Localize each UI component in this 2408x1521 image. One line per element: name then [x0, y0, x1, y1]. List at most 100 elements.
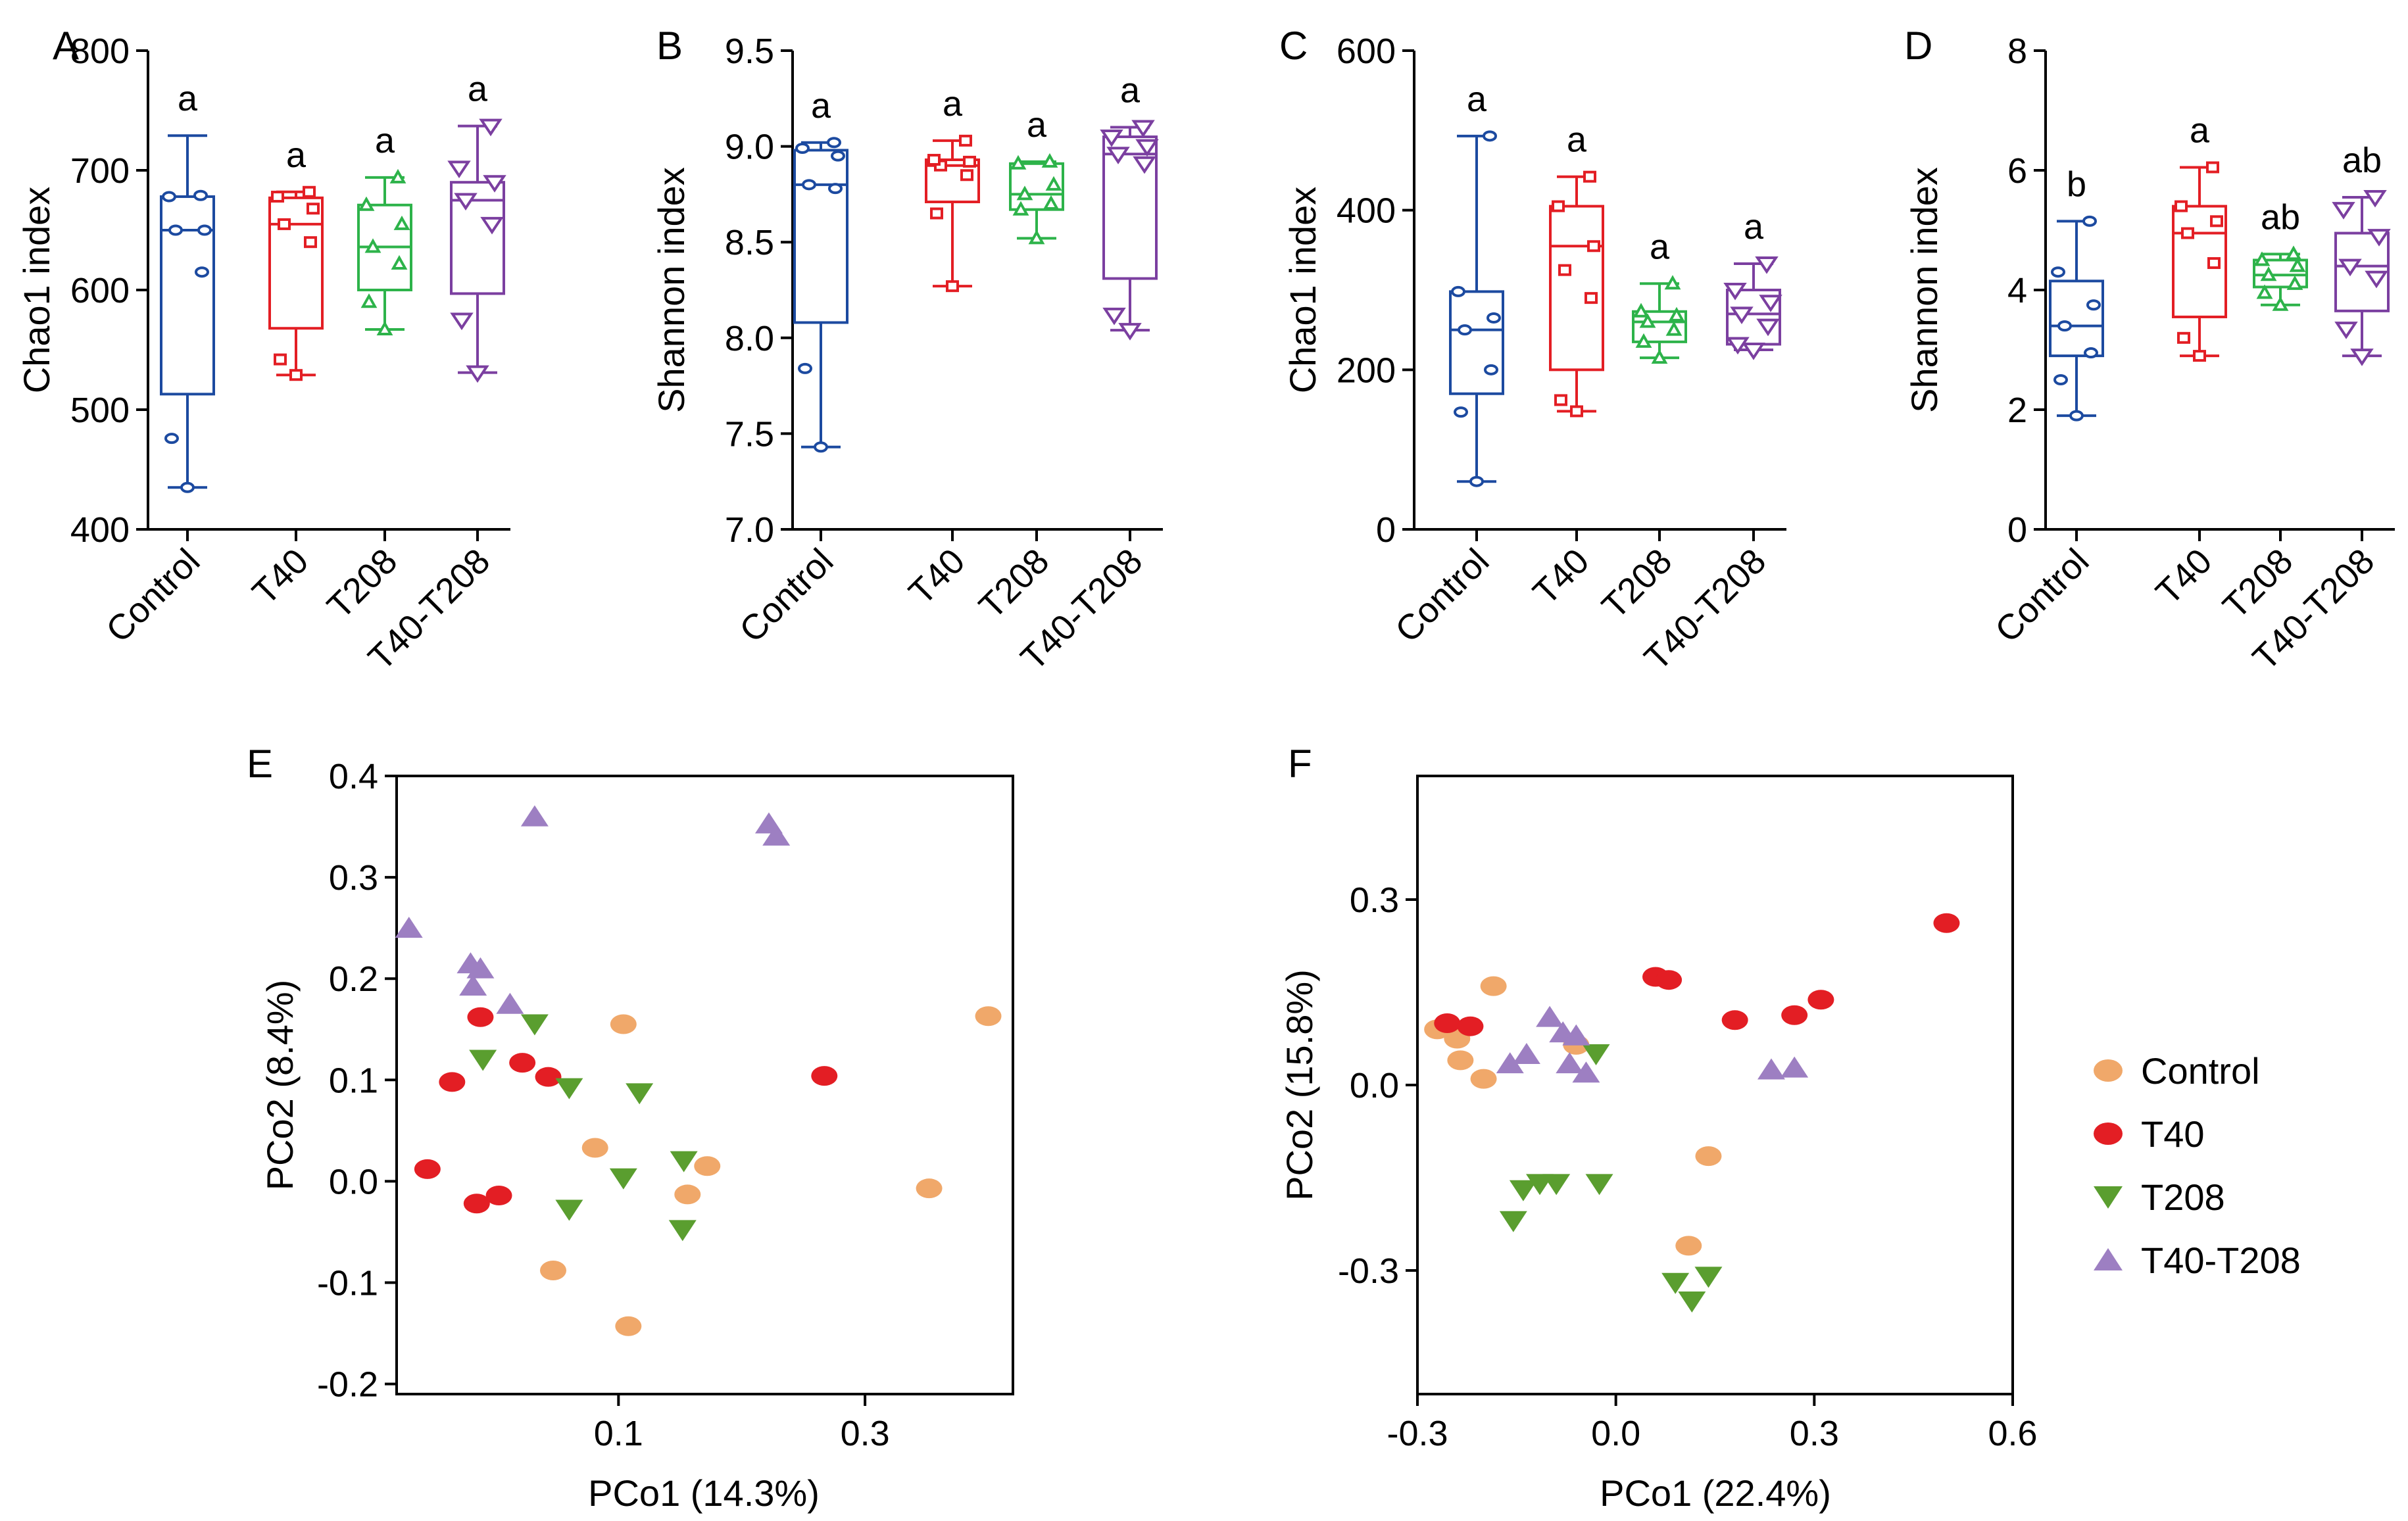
panel-e-t40-t208-point: [466, 957, 495, 978]
panel-a-t40-t208-point: [454, 193, 478, 211]
panel-c-t40-point: [1570, 405, 1583, 418]
panel-c-t40-point: [1587, 240, 1600, 253]
panel-b-t40-box: [925, 158, 980, 204]
panel-f-control-point: [1480, 976, 1507, 996]
panel-e-t40-point: [414, 1159, 441, 1179]
panel-c-t208-significance: a: [1650, 227, 1670, 266]
panel-b-t40-t208-point: [1133, 156, 1156, 174]
panel-c-y-axis-title: Chao1 index: [1282, 187, 1323, 393]
panel-b-t40-point: [946, 280, 959, 293]
panel-b-control-box: [793, 149, 848, 324]
panel-c-t208-point: [1664, 275, 1681, 290]
panel-c-y-tick-label: 400: [1337, 191, 1396, 231]
legend-t40-t208-marker: [2094, 1248, 2123, 1270]
panel-d-t40-point: [2207, 257, 2221, 270]
panel-a-control-point: [197, 224, 212, 236]
panel-b-t40-point: [959, 134, 972, 147]
panel-c-y-tick-label: 200: [1337, 350, 1396, 390]
panel-b-t208-point: [1028, 229, 1045, 245]
panel-b-control-significance: a: [811, 86, 831, 126]
panel-a-t40-t208-box: [450, 181, 505, 295]
panel-c-t40-point: [1554, 394, 1567, 406]
panel-e-t40-t208-point: [496, 992, 524, 1014]
panel-f-t208-point: [1585, 1174, 1613, 1195]
panel-b-x-tick-label: Control: [732, 541, 841, 650]
panel-c-control-point: [1454, 406, 1468, 418]
panel-e-plot-frame: [395, 775, 1014, 1395]
panel-f-control-point: [1447, 1050, 1474, 1071]
panel-a-t40-t208-significance: a: [468, 70, 488, 109]
panel-a-control-point: [164, 433, 179, 445]
panel-b-t40-t208-point: [1102, 307, 1126, 326]
panel-f-t40-point: [1656, 970, 1683, 990]
panel-d-control-point: [2086, 299, 2101, 311]
panel-c-x-tick-label: T208: [1594, 541, 1679, 626]
panel-c-t40-t208-point: [1723, 283, 1747, 301]
panel-d-t208-point: [2289, 257, 2306, 272]
panel-b-t40-t208-point: [1118, 323, 1142, 341]
panel-e-t40-t208-point: [520, 805, 549, 827]
panel-f-letter: F: [1288, 742, 1312, 786]
panel-c-t40-t208-point: [1756, 318, 1780, 337]
panel-c-t40-box: [1549, 205, 1604, 372]
panel-e-x-tick-label: 0.1: [594, 1414, 643, 1453]
panel-f-x-tick-label: 0.6: [1988, 1414, 2037, 1453]
panel-c-control-significance: a: [1467, 80, 1487, 119]
panel-b-control-point: [828, 183, 843, 195]
panel-e-t40-point: [463, 1194, 490, 1214]
panel-d-control-point: [2053, 374, 2068, 385]
panel-e-y-tick-label: -0.2: [317, 1365, 378, 1405]
panel-c-control-point: [1451, 285, 1465, 297]
panel-b-t40-t208-point: [1135, 139, 1159, 157]
panel-e-control-point: [581, 1138, 608, 1158]
panel-b-control-point: [827, 137, 841, 149]
panel-b-y-tick-label: 7.0: [725, 510, 774, 550]
panel-d-control-box: [2049, 279, 2104, 358]
panel-e-t208-point: [609, 1168, 637, 1190]
panel-e-x-axis-title: PCo1 (14.3%): [588, 1472, 820, 1514]
panel-a-t40-point: [289, 369, 303, 381]
panel-d-control-point: [2051, 266, 2065, 278]
panel-b-t208-significance: a: [1027, 105, 1047, 145]
panel-f-t208-point: [1542, 1174, 1571, 1195]
panel-b-control-point: [798, 362, 812, 374]
panel-e-control-point: [539, 1261, 566, 1280]
panel-a-t40-t208-point: [447, 160, 471, 178]
panel-a-t40-point: [307, 203, 320, 215]
panel-e-t208-point: [520, 1014, 549, 1036]
panel-c-y-tick-label: 600: [1337, 32, 1396, 71]
panel-f-y-axis-title: PCo2 (15.8%): [1279, 969, 1320, 1201]
panel-c-t40-point: [1585, 292, 1598, 304]
legend-t40-t208-label: T40-T208: [2141, 1240, 2301, 1281]
panel-c-y-tick-label: 0: [1376, 510, 1396, 550]
panel-b-y-tick-label: 8.5: [725, 223, 774, 262]
panel-a-control-point: [162, 191, 176, 203]
panel-a-t40-t208-point: [483, 175, 506, 193]
panel-b-letter: B: [656, 24, 683, 68]
panel-b-y-tick-label: 9.5: [725, 32, 774, 71]
panel-a-letter: A: [53, 24, 79, 68]
panel-e-t40-point: [467, 1007, 494, 1027]
panel-d-t208-point: [2260, 266, 2277, 281]
panel-b-t208-point: [1041, 153, 1058, 168]
panel-a-t208-point: [358, 196, 375, 211]
panel-e-t208-point: [555, 1199, 583, 1221]
panel-f-t40-t208-point: [1757, 1058, 1785, 1080]
panel-d-t40-t208-point: [2332, 202, 2355, 220]
panel-f-t208-point: [1694, 1267, 1723, 1288]
panel-f-x-tick-label: 0.0: [1591, 1414, 1640, 1453]
panel-e-x-tick-label: 0.3: [841, 1414, 890, 1453]
panel-f-t40-t208-point: [1556, 1052, 1584, 1074]
panel-a-x-tick-label: T208: [320, 541, 405, 626]
panel-f-control-point: [1470, 1069, 1497, 1089]
panel-e-t40-point: [535, 1067, 562, 1087]
panel-a-t208-point: [393, 215, 410, 230]
panel-d-y-tick-label: 6: [2007, 151, 2027, 191]
panel-a-x-tick-label: T40: [245, 541, 316, 612]
panel-f-t40-point: [1434, 1013, 1461, 1033]
panel-d-t208-point: [2256, 284, 2273, 299]
panel-c-letter: C: [1279, 24, 1308, 68]
panel-d-t40-point: [2193, 350, 2206, 362]
panel-b-t40-t208-point: [1100, 130, 1123, 147]
